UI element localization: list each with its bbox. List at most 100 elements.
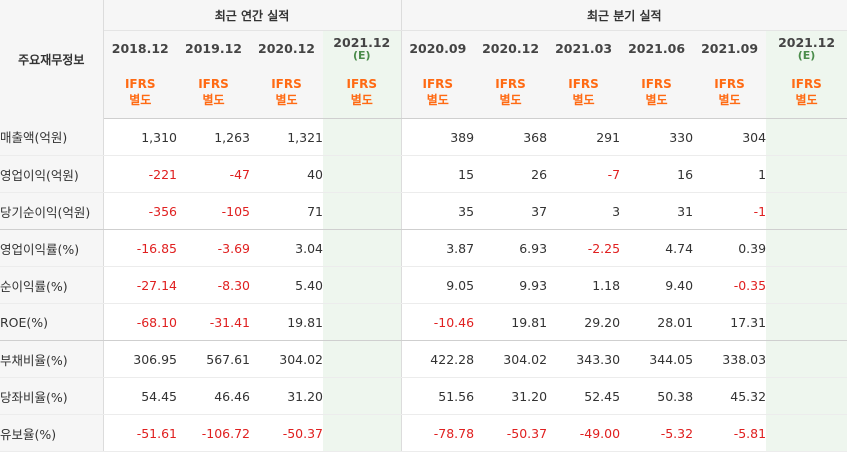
table-cell: [766, 377, 847, 415]
table-cell: 9.93: [474, 266, 548, 304]
ifrs-basis: 별도: [645, 93, 668, 107]
table-cell: -50.37: [474, 414, 548, 452]
table-cell: -47: [177, 155, 250, 193]
ifrs-standard: IFRS: [271, 77, 302, 91]
table-cell: -105: [177, 192, 250, 230]
period-date-label: 2019.12: [185, 41, 242, 56]
period-date-label: 2021.12: [333, 34, 391, 50]
ifrs-basis: 별도: [572, 93, 595, 107]
table-cell: 31.20: [250, 377, 323, 415]
table-row: ROE(%) -68.10 -31.41 19.81 -10.46 19.81 29.20 2…: [0, 303, 847, 341]
period-date-label: 2020.09: [409, 41, 467, 56]
period-date-label: 2021.09: [701, 41, 759, 56]
table-cell: [323, 303, 402, 341]
table-cell: -31.41: [177, 303, 250, 341]
ifrs-label-5: IFRS 별도: [474, 66, 548, 119]
table-row: 유보율(%) -51.61 -106.72 -50.37 -78.78 -50.37 -49…: [0, 414, 847, 452]
table-cell: 35: [401, 192, 475, 230]
table-cell: [323, 229, 402, 267]
table-cell: 6.93: [474, 229, 548, 267]
table-cell: [766, 340, 847, 378]
table-cell: 71: [250, 192, 323, 230]
table-cell: 343.30: [547, 340, 621, 378]
table-cell: 567.61: [177, 340, 250, 378]
table-cell: [766, 229, 847, 267]
row-label: 당좌비율(%): [0, 377, 104, 415]
table-cell: 389: [401, 118, 475, 156]
ifrs-label-6: IFRS 별도: [547, 66, 621, 119]
table-cell: 54.45: [103, 377, 177, 415]
table-cell: 31.20: [474, 377, 548, 415]
table-cell: -27.14: [103, 266, 177, 304]
table-cell: -0.35: [693, 266, 767, 304]
table-cell: 19.81: [250, 303, 323, 341]
table-cell: 52.45: [547, 377, 621, 415]
table-cell: -50.37: [250, 414, 323, 452]
ifrs-label-2: IFRS 별도: [250, 66, 323, 119]
ifrs-basis: 별도: [795, 93, 818, 107]
table-cell: -8.30: [177, 266, 250, 304]
table-cell: 304.02: [474, 340, 548, 378]
ifrs-standard: IFRS: [124, 77, 156, 91]
table-cell: 422.28: [401, 340, 475, 378]
ifrs-basis: 별도: [499, 93, 522, 107]
table-cell: 1.18: [547, 266, 621, 304]
table-cell: -7: [547, 155, 621, 193]
table-cell: [323, 155, 402, 193]
table-cell: -5.81: [693, 414, 767, 452]
ifrs-standard: IFRS: [422, 77, 454, 91]
period-date-9: 2021.12 (E): [766, 30, 847, 66]
table-cell: 3.87: [401, 229, 475, 267]
ifrs-label-7: IFRS 별도: [620, 66, 694, 119]
ifrs-label-0: IFRS 별도: [103, 66, 177, 119]
row-label: 부채비율(%): [0, 340, 104, 378]
table-cell: 3.04: [250, 229, 323, 267]
table-cell: 344.05: [620, 340, 694, 378]
table-cell: 3: [547, 192, 621, 230]
table-cell: [323, 414, 402, 452]
table-cell: 5.40: [250, 266, 323, 304]
ifrs-label-3: IFRS 별도: [323, 66, 402, 119]
table-cell: 16: [620, 155, 694, 193]
period-date-4: 2020.09: [401, 30, 475, 66]
table-cell: 1: [693, 155, 767, 193]
table-cell: 40: [250, 155, 323, 193]
table-cell: -221: [103, 155, 177, 193]
row-label: 영업이익률(%): [0, 229, 104, 267]
table-cell: [766, 192, 847, 230]
table-cell: [766, 118, 847, 156]
table-cell: -5.32: [620, 414, 694, 452]
quarter-group-header: 최근 분기 실적: [401, 0, 847, 31]
table-cell: 368: [474, 118, 548, 156]
table-cell: 45.32: [693, 377, 767, 415]
table-cell: 29.20: [547, 303, 621, 341]
table-cell: -356: [103, 192, 177, 230]
table-cell: -2.25: [547, 229, 621, 267]
table-row: 매출액(억원) 1,310 1,263 1,321 389 368 291 330 304: [0, 118, 847, 156]
table-cell: 304.02: [250, 340, 323, 378]
table-row: 당기순이익(억원) -356 -105 71 35 37 3 31 -1: [0, 192, 847, 230]
period-date-2: 2020.12: [250, 30, 323, 66]
table-row: 부채비율(%) 306.95 567.61 304.02 422.28 304.02 343…: [0, 340, 847, 378]
table-cell: 0.39: [693, 229, 767, 267]
table-cell: [323, 377, 402, 415]
ifrs-standard: IFRS: [641, 77, 672, 91]
table-cell: 37: [474, 192, 548, 230]
table-cell: -3.69: [177, 229, 250, 267]
table-body: 매출액(억원) 1,310 1,263 1,321 389 368 291 330 304 영업이…: [0, 118, 847, 452]
ifrs-standard: IFRS: [568, 77, 599, 91]
annual-group-header: 최근 연간 실적: [103, 0, 402, 31]
table-row: 영업이익률(%) -16.85 -3.69 3.04 3.87 6.93 -2.25 4.74…: [0, 229, 847, 267]
table-cell: -78.78: [401, 414, 475, 452]
table-cell: [323, 266, 402, 304]
table-cell: -68.10: [103, 303, 177, 341]
table-cell: 26: [474, 155, 548, 193]
period-date-7: 2021.06: [620, 30, 694, 66]
period-date-label: 2020.12: [258, 41, 315, 56]
ifrs-basis: 별도: [350, 93, 373, 107]
table-cell: 51.56: [401, 377, 475, 415]
ifrs-label-1: IFRS 별도: [177, 66, 250, 119]
row-label: 순이익률(%): [0, 266, 104, 304]
period-date-label: 2021.03: [555, 41, 613, 56]
period-date-6: 2021.03: [547, 30, 621, 66]
